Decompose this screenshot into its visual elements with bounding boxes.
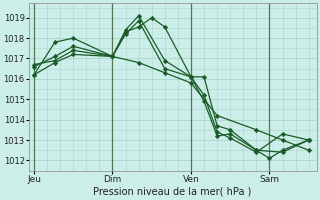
X-axis label: Pression niveau de la mer( hPa ): Pression niveau de la mer( hPa ) xyxy=(93,187,252,197)
